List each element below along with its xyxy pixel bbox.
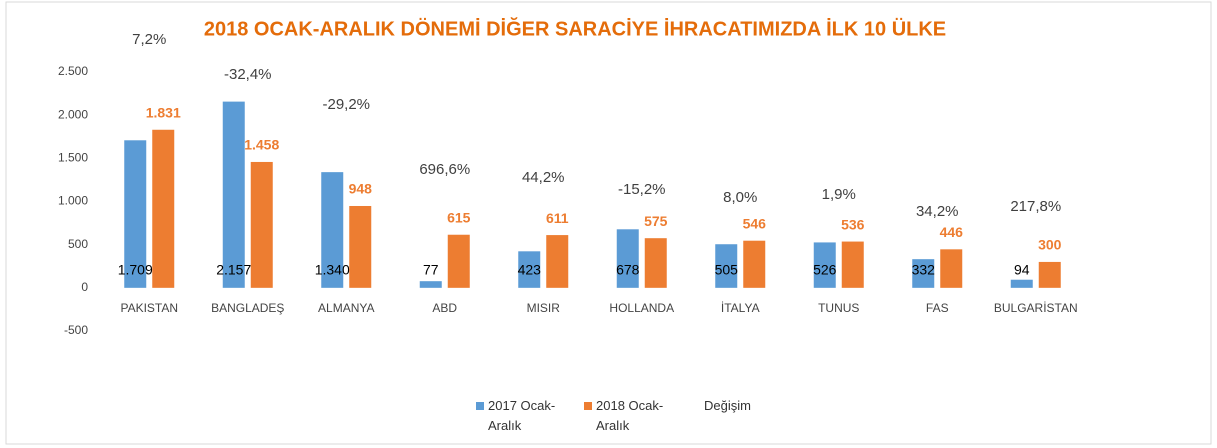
legend-label: Değişim	[704, 398, 751, 413]
bar	[419, 281, 442, 288]
bar	[743, 240, 766, 288]
y-tick-label: 1.500	[58, 151, 88, 165]
data-label: 300	[1038, 237, 1062, 253]
y-tick-label: 1.000	[58, 194, 88, 208]
chart-border	[5, 1, 1212, 445]
data-label: 1.831	[146, 104, 181, 120]
data-label: 94	[1014, 262, 1030, 278]
y-tick-label: -500	[64, 323, 88, 337]
data-label: 1.458	[244, 137, 279, 153]
data-label: 2.157	[216, 262, 251, 278]
y-tick-label: 500	[68, 237, 88, 251]
data-label: 948	[349, 181, 373, 197]
data-label: 678	[616, 262, 640, 278]
data-label: 546	[743, 215, 767, 231]
legend-entry: 2018 Ocak-Aralık	[584, 396, 676, 436]
change-label: 34,2%	[916, 203, 959, 220]
data-label: 1.340	[315, 262, 350, 278]
bar	[715, 244, 738, 288]
data-label: 1.709	[118, 262, 153, 278]
legend-swatch	[584, 402, 592, 410]
bar	[813, 242, 836, 288]
change-label: 7,2%	[132, 31, 166, 48]
bar	[644, 238, 667, 288]
bar	[616, 229, 639, 288]
change-label: 8,0%	[723, 189, 757, 206]
bar	[841, 241, 864, 288]
legend-label: 2018 Ocak-Aralık	[596, 398, 664, 433]
data-label: 77	[423, 262, 439, 278]
change-label: 217,8%	[1010, 198, 1061, 215]
bar	[349, 205, 372, 288]
change-label: -15,2%	[618, 181, 666, 198]
y-tick-label: 2.000	[58, 107, 88, 121]
bar	[447, 234, 470, 288]
bar	[250, 161, 273, 288]
x-tick-label: ABD	[432, 301, 457, 315]
data-label: 505	[715, 262, 739, 278]
data-label: 575	[644, 213, 668, 229]
bar	[518, 251, 541, 288]
bar	[222, 101, 245, 288]
x-tick-label: FAS	[926, 301, 949, 315]
bar	[152, 129, 175, 288]
legend-entry: Değişim	[704, 396, 784, 416]
bar	[940, 249, 963, 288]
bar	[321, 172, 344, 288]
chart-title: 2018 OCAK-ARALIK DÖNEMİ DİĞER SARACİYE İ…	[204, 16, 946, 40]
x-tick-label: BULGARİSTAN	[994, 301, 1078, 315]
legend-entry: 2017 Ocak-Aralık	[476, 396, 568, 436]
change-label: 1,9%	[822, 186, 856, 203]
change-label: -29,2%	[322, 96, 370, 113]
change-label: 44,2%	[522, 169, 565, 186]
bar	[1010, 279, 1033, 288]
change-label: 696,6%	[419, 161, 470, 178]
bar	[124, 140, 147, 288]
data-label: 526	[813, 262, 837, 278]
data-label: 446	[940, 224, 964, 240]
x-tick-label: PAKISTAN	[120, 301, 178, 315]
x-tick-label: ALMANYA	[318, 301, 374, 315]
y-tick-label: 2.500	[58, 64, 88, 78]
bar	[1038, 261, 1061, 288]
bar	[546, 235, 569, 288]
data-label: 536	[841, 216, 865, 232]
x-tick-label: İTALYA	[721, 301, 760, 315]
x-tick-label: BANGLADEŞ	[211, 301, 284, 315]
legend-swatch	[476, 402, 484, 410]
x-tick-label: MISIR	[527, 301, 561, 315]
data-label: 332	[912, 262, 936, 278]
legend-label: 2017 Ocak-Aralık	[488, 398, 556, 433]
x-tick-label: HOLLANDA	[609, 301, 674, 315]
x-tick-label: TUNUS	[818, 301, 859, 315]
y-tick-label: 0	[81, 280, 88, 294]
data-label: 423	[518, 262, 542, 278]
data-label: 611	[546, 210, 569, 226]
bar	[912, 259, 935, 288]
data-label: 615	[447, 209, 471, 225]
change-label: -32,4%	[224, 66, 272, 83]
